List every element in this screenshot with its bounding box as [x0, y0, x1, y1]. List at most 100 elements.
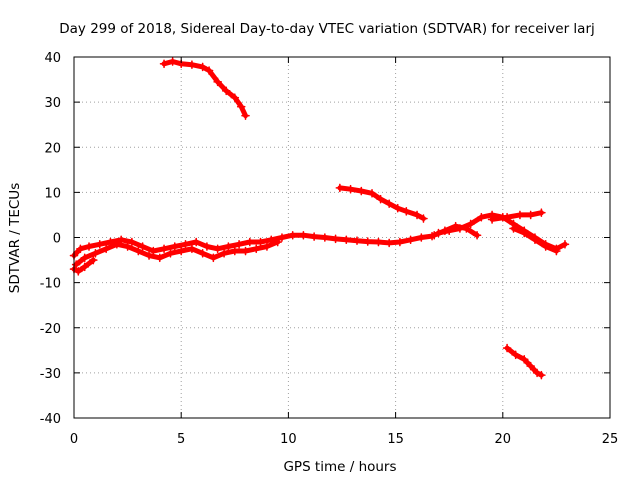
series-band	[337, 185, 426, 221]
data-point-marker	[101, 244, 111, 254]
data-point-marker	[230, 246, 240, 256]
data-point-marker	[487, 215, 497, 224]
series-arc-lower-right	[502, 343, 546, 380]
chart-title: Day 299 of 2018, Sidereal Day-to-day VTE…	[59, 21, 595, 37]
x-axis-label: GPS time / hours	[283, 459, 396, 475]
x-tick-label: 5	[177, 432, 185, 447]
data-point-marker	[209, 253, 218, 263]
data-point-marker	[236, 102, 246, 111]
data-point-marker	[224, 242, 233, 251]
data-point-marker	[462, 224, 471, 233]
series-arc-main-band-a	[69, 230, 437, 260]
data-point-marker	[419, 214, 428, 223]
data-point-marker	[262, 242, 272, 251]
y-tick-label: -10	[40, 277, 61, 292]
y-tick-label: 0	[53, 232, 61, 247]
data-point-marker	[219, 248, 229, 258]
data-point-marker	[384, 199, 394, 208]
data-point-marker	[230, 93, 240, 102]
y-tick-label: -30	[40, 367, 61, 382]
series-arc-right-c	[487, 208, 546, 224]
data-point-marker	[519, 355, 529, 364]
data-point-marker	[352, 236, 362, 245]
data-point-marker	[127, 237, 137, 247]
data-point-marker	[466, 219, 475, 229]
data-point-marker	[451, 221, 460, 231]
data-point-marker	[204, 66, 214, 75]
data-point-marker	[234, 239, 244, 249]
data-point-marker	[335, 183, 345, 193]
data-point-marker	[80, 253, 90, 263]
data-point-marker	[159, 244, 169, 254]
data-point-marker	[221, 86, 231, 96]
data-point-marker	[241, 246, 250, 256]
data-point-marker	[288, 230, 297, 240]
data-point-marker	[76, 244, 85, 254]
data-point-marker	[309, 232, 319, 241]
data-point-marker	[116, 235, 126, 245]
data-point-marker	[526, 361, 535, 371]
data-point-marker	[144, 251, 154, 260]
data-point-marker	[277, 233, 287, 242]
data-point-marker	[374, 237, 383, 247]
y-tick-label: 30	[44, 96, 61, 111]
data-point-marker	[509, 224, 518, 233]
x-tick-label: 0	[70, 432, 78, 447]
data-point-marker	[181, 239, 190, 249]
data-point-marker	[537, 370, 546, 380]
data-point-marker	[138, 242, 147, 251]
series-arc-mid-right	[335, 183, 428, 223]
data-point-marker	[417, 233, 426, 242]
data-point-marker	[341, 235, 351, 245]
data-point-marker	[88, 255, 98, 265]
series-layer	[69, 57, 570, 380]
data-point-marker	[191, 237, 201, 247]
ticks: 0 5 10 15 20 25 -40 -30 -20 -10 0 10 20 30 40	[40, 51, 619, 447]
series-band	[71, 257, 96, 274]
data-point-marker	[346, 184, 355, 194]
y-axis-label: SDTVAR / TECUs	[7, 183, 23, 293]
data-point-marker	[552, 246, 561, 256]
data-point-marker	[367, 188, 377, 198]
data-point-marker	[320, 233, 330, 242]
data-point-marker	[429, 230, 439, 240]
data-point-marker	[198, 248, 207, 258]
data-point-marker	[376, 194, 385, 204]
data-point-marker	[73, 267, 83, 276]
series-arc-right-d	[509, 224, 561, 256]
series-arc-upper-left	[159, 57, 250, 120]
y-tick-label: 40	[44, 51, 61, 66]
y-tick-label: 10	[44, 186, 61, 201]
data-point-marker	[166, 248, 175, 258]
data-point-marker	[356, 186, 366, 196]
data-point-marker	[515, 210, 525, 220]
data-point-marker	[299, 230, 308, 240]
data-point-marker	[502, 343, 512, 353]
data-point-marker	[123, 242, 132, 251]
x-tick-label: 25	[602, 432, 619, 447]
data-point-marker	[477, 212, 486, 222]
data-point-marker	[91, 248, 100, 258]
data-point-marker	[402, 207, 411, 216]
data-point-marker	[134, 246, 143, 256]
y-tick-label: 20	[44, 141, 61, 156]
x-tick-label: 15	[387, 432, 404, 447]
data-point-marker	[251, 244, 261, 254]
data-point-marker	[363, 237, 373, 246]
data-point-marker	[213, 244, 222, 254]
data-point-marker	[241, 111, 250, 120]
data-point-marker	[256, 237, 265, 247]
y-tick-label: -40	[40, 412, 61, 427]
series-arc-right-band-b	[429, 221, 482, 240]
data-point-marker	[440, 226, 450, 236]
data-point-marker	[537, 208, 546, 217]
data-point-marker	[530, 235, 540, 245]
data-point-marker	[384, 238, 394, 248]
data-point-marker	[331, 234, 340, 244]
data-point-marker	[149, 246, 158, 256]
data-point-marker	[502, 212, 512, 222]
data-point-marker	[202, 242, 212, 251]
y-tick-label: -20	[40, 322, 61, 337]
